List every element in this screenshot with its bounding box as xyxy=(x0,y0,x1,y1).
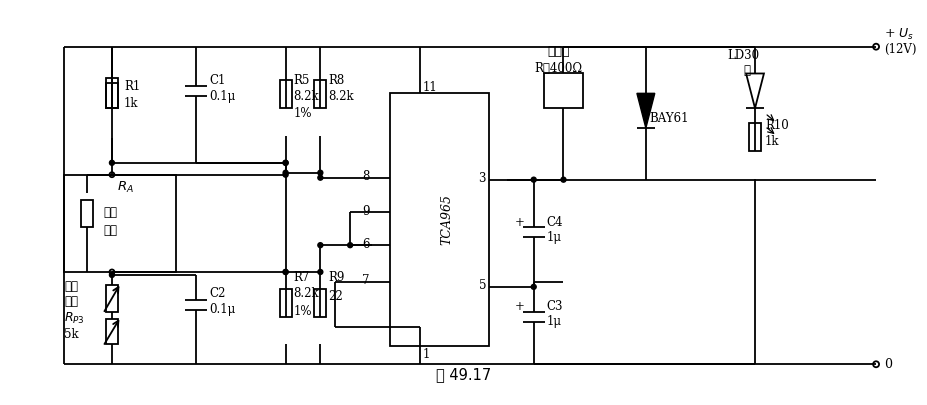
Text: R9: R9 xyxy=(328,271,344,284)
Text: 对象: 对象 xyxy=(103,224,117,237)
Text: 8: 8 xyxy=(362,170,370,183)
Circle shape xyxy=(109,273,114,277)
Text: 22: 22 xyxy=(328,290,343,303)
Text: 红: 红 xyxy=(743,64,750,77)
Text: 1μ: 1μ xyxy=(546,315,561,328)
Text: 比较: 比较 xyxy=(64,280,78,293)
Text: 7: 7 xyxy=(362,275,370,288)
Circle shape xyxy=(348,243,352,247)
Text: R8: R8 xyxy=(328,74,344,87)
Text: 0.1μ: 0.1μ xyxy=(209,303,235,316)
Text: 3: 3 xyxy=(478,172,486,185)
Text: +: + xyxy=(514,300,524,313)
Bar xyxy=(106,79,118,108)
Text: LD30: LD30 xyxy=(726,49,758,62)
Bar xyxy=(279,81,291,108)
Text: 0.1μ: 0.1μ xyxy=(209,90,235,103)
Bar xyxy=(106,319,118,344)
Circle shape xyxy=(283,269,287,275)
Text: C3: C3 xyxy=(546,300,563,313)
Text: (12V): (12V) xyxy=(883,43,916,56)
Text: 8.2k: 8.2k xyxy=(293,90,319,103)
Text: 电阻: 电阻 xyxy=(64,295,78,308)
Text: R10: R10 xyxy=(764,119,788,132)
Bar xyxy=(543,73,583,108)
Text: +: + xyxy=(514,216,524,229)
Text: C1: C1 xyxy=(209,74,225,87)
Circle shape xyxy=(318,175,323,180)
Text: TCA965: TCA965 xyxy=(440,194,453,245)
Polygon shape xyxy=(636,93,654,128)
Text: 1k: 1k xyxy=(764,135,779,149)
Text: 9: 9 xyxy=(362,205,370,218)
Text: C4: C4 xyxy=(546,216,563,229)
Text: 5k: 5k xyxy=(64,328,79,341)
Text: 图 49.17: 图 49.17 xyxy=(435,367,490,382)
Circle shape xyxy=(283,172,287,177)
Circle shape xyxy=(530,177,536,182)
Circle shape xyxy=(561,177,565,182)
Circle shape xyxy=(318,269,323,275)
Circle shape xyxy=(283,170,287,175)
Text: 1k: 1k xyxy=(123,97,138,110)
Bar xyxy=(106,83,118,108)
Text: 测量: 测量 xyxy=(103,206,117,219)
Bar xyxy=(81,200,93,227)
Bar xyxy=(389,93,489,346)
Text: 8.2k: 8.2k xyxy=(328,90,353,103)
Bar xyxy=(748,123,760,151)
Text: $R_A$: $R_A$ xyxy=(117,180,133,195)
Text: 0: 0 xyxy=(883,358,891,371)
Text: R7: R7 xyxy=(293,271,310,284)
Text: 1μ: 1μ xyxy=(546,231,561,244)
Bar xyxy=(314,289,326,317)
Text: 继电器: 继电器 xyxy=(547,45,569,58)
Text: C2: C2 xyxy=(209,287,225,300)
Text: 1: 1 xyxy=(422,348,429,361)
Text: 5: 5 xyxy=(478,279,486,292)
Circle shape xyxy=(283,269,287,275)
Text: 11: 11 xyxy=(422,81,437,94)
Circle shape xyxy=(318,170,323,175)
Text: 6: 6 xyxy=(362,238,370,251)
Text: R～400Ω: R～400Ω xyxy=(534,62,582,75)
Text: R5: R5 xyxy=(293,74,310,87)
Circle shape xyxy=(283,160,287,165)
Text: $R_{P3}$: $R_{P3}$ xyxy=(64,311,85,326)
Bar xyxy=(279,289,291,317)
Text: 8.2k: 8.2k xyxy=(293,287,319,300)
Bar xyxy=(106,285,118,312)
Bar xyxy=(64,175,176,272)
Circle shape xyxy=(109,160,114,165)
Text: BAY61: BAY61 xyxy=(649,112,689,125)
Circle shape xyxy=(283,160,287,165)
Text: 1%: 1% xyxy=(293,305,311,318)
Circle shape xyxy=(530,284,536,289)
Bar xyxy=(314,81,326,108)
Circle shape xyxy=(318,243,323,247)
Text: R1: R1 xyxy=(123,80,140,93)
Text: 1%: 1% xyxy=(293,107,311,120)
Text: + $U_s$: + $U_s$ xyxy=(883,27,913,43)
